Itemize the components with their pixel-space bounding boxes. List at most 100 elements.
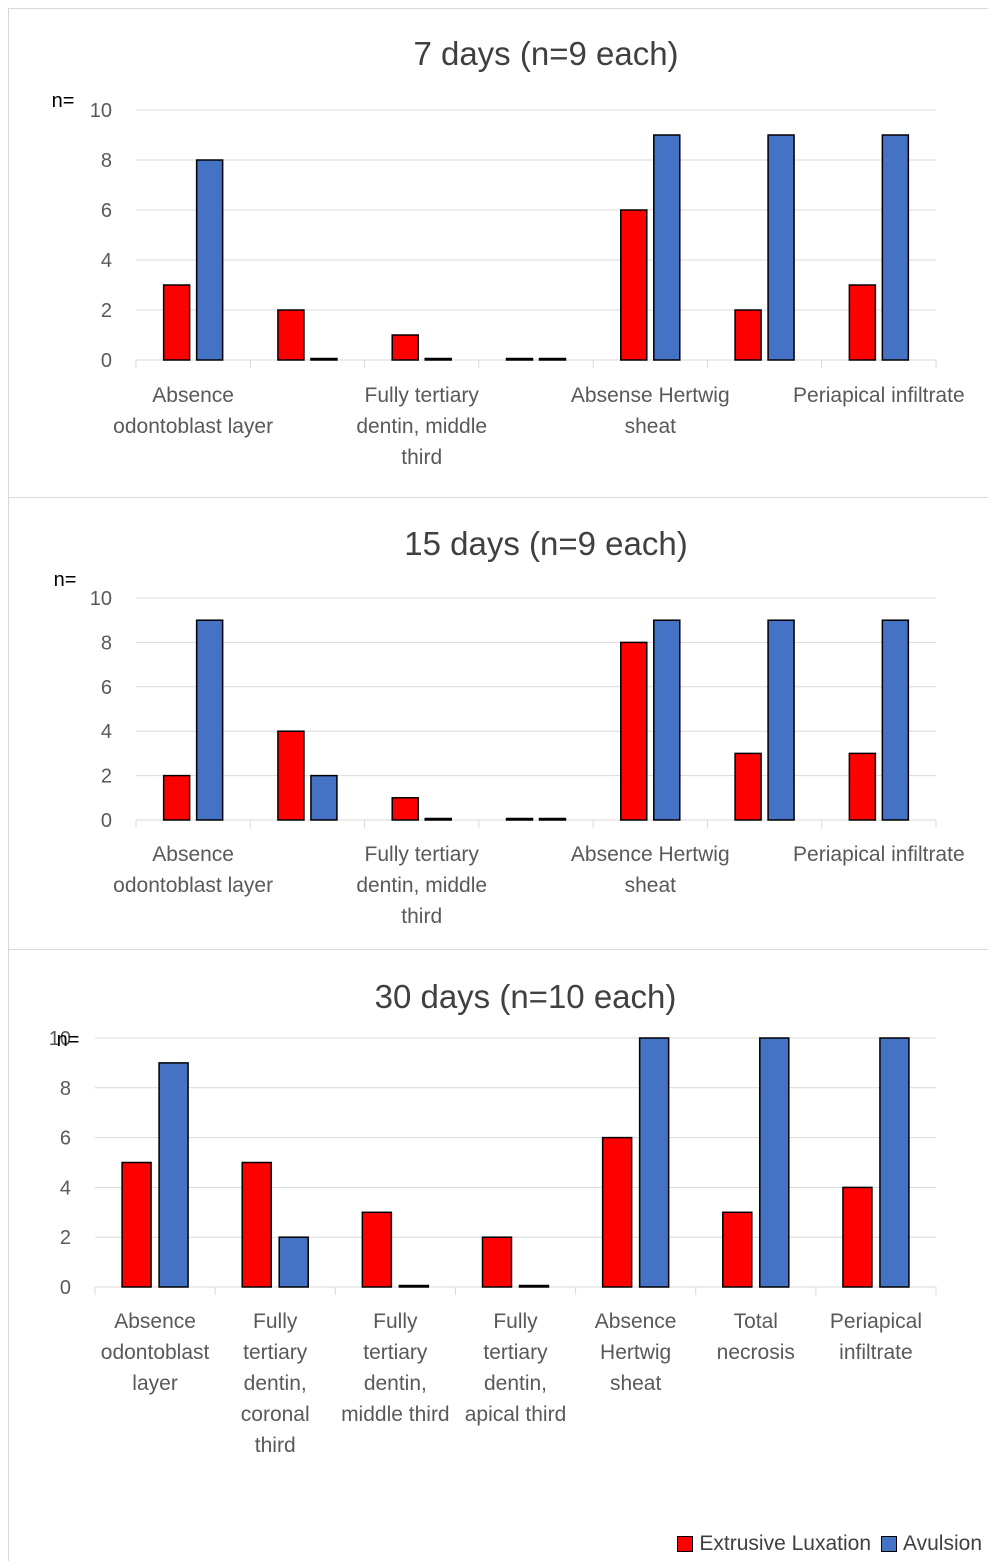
bar-avulsion xyxy=(424,357,452,361)
y-tick-label: 0 xyxy=(101,350,112,372)
y-tick-label: 6 xyxy=(101,677,112,699)
bar-avulsion xyxy=(310,774,338,821)
legend-label-extrusive: Extrusive Luxation xyxy=(699,1532,871,1555)
y-tick-label: 10 xyxy=(90,588,112,610)
chart-title: 30 days (n=10 each) xyxy=(375,978,677,1015)
bar-extrusive xyxy=(620,209,648,361)
x-category-label: Fully tertiary xyxy=(365,384,480,407)
y-axis-label: n= xyxy=(54,569,77,591)
bar-extrusive xyxy=(481,1236,513,1288)
x-category-label: dentin, xyxy=(364,1372,427,1395)
chart-title: 15 days (n=9 each) xyxy=(404,525,687,562)
y-tick-label: 2 xyxy=(60,1227,71,1249)
y-tick-label: 4 xyxy=(60,1177,71,1199)
bar-extrusive xyxy=(162,774,191,821)
bar-avulsion xyxy=(653,134,681,361)
x-category-label: Periapical infiltrate xyxy=(793,384,965,407)
bar-avulsion xyxy=(881,134,910,361)
legend-swatch-extrusive xyxy=(677,1536,694,1552)
x-category-label: third xyxy=(255,1434,296,1457)
legend-label-avulsion: Avulsion xyxy=(903,1532,982,1555)
y-axis-label: n= xyxy=(52,90,75,112)
legend-swatch-avulsion xyxy=(881,1536,897,1552)
bar-extrusive xyxy=(842,1186,873,1288)
bar-extrusive xyxy=(620,641,648,821)
bar-extrusive xyxy=(722,1211,753,1288)
bar-avulsion xyxy=(767,134,795,361)
bar-extrusive xyxy=(361,1211,393,1288)
bar-avulsion xyxy=(767,619,795,821)
bar-avulsion xyxy=(518,1284,550,1288)
x-category-label: Absence xyxy=(595,1310,677,1333)
x-category-label: Periapical infiltrate xyxy=(793,843,965,866)
bar-extrusive xyxy=(391,334,419,361)
legend-item-avulsion: Avulsion xyxy=(881,1532,982,1556)
bar-extrusive xyxy=(277,730,305,821)
bar-extrusive xyxy=(505,357,534,361)
x-category-label: odontoblast xyxy=(101,1341,210,1364)
x-category-label: layer xyxy=(132,1372,178,1395)
x-category-label: tertiary xyxy=(243,1341,308,1364)
x-category-label: Fully tertiary xyxy=(365,843,480,866)
bar-extrusive xyxy=(734,752,762,821)
x-category-label: dentin, xyxy=(484,1372,547,1395)
y-tick-label: 8 xyxy=(101,150,112,172)
x-category-label: dentin, middle xyxy=(356,415,487,438)
bar-extrusive xyxy=(391,797,419,821)
x-category-label: tertiary xyxy=(483,1341,548,1364)
x-category-label: Fully xyxy=(493,1310,538,1333)
x-category-label: Absence Hertwig xyxy=(571,843,730,866)
x-category-label: third xyxy=(401,446,442,469)
bar-avulsion xyxy=(195,619,224,821)
y-tick-label: 0 xyxy=(60,1277,71,1299)
bar-avulsion xyxy=(538,357,567,361)
chart-title: 7 days (n=9 each) xyxy=(413,35,678,72)
bar-extrusive xyxy=(277,309,305,361)
x-category-label: middle third xyxy=(341,1403,450,1426)
chart-panel-7-days xyxy=(8,8,988,498)
bar-extrusive xyxy=(848,752,877,821)
y-axis-label: n= xyxy=(57,1029,80,1051)
bar-extrusive xyxy=(734,309,762,361)
bar-avulsion xyxy=(195,159,224,361)
x-category-label: sheat xyxy=(610,1372,662,1395)
x-category-label: Fully xyxy=(373,1310,418,1333)
bar-extrusive xyxy=(601,1136,633,1288)
bar-extrusive xyxy=(162,284,191,361)
x-category-label: sheat xyxy=(625,415,677,438)
y-tick-label: 0 xyxy=(101,810,112,832)
x-category-label: sheat xyxy=(625,874,677,897)
x-category-label: necrosis xyxy=(717,1341,795,1364)
y-tick-label: 4 xyxy=(101,250,112,272)
bar-avulsion xyxy=(278,1236,309,1288)
bar-avulsion xyxy=(759,1037,790,1288)
bar-avulsion xyxy=(538,817,567,821)
bar-extrusive xyxy=(505,817,534,821)
y-tick-label: 6 xyxy=(60,1128,71,1150)
y-tick-label: 4 xyxy=(101,721,112,743)
bar-avulsion xyxy=(398,1284,430,1288)
bar-avulsion xyxy=(653,619,681,821)
y-tick-label: 10 xyxy=(49,1028,71,1050)
legend: Extrusive Luxation Avulsion xyxy=(667,1531,982,1557)
x-category-label: dentin, middle xyxy=(356,874,487,897)
chart-panel-15-days xyxy=(8,496,988,950)
x-category-label: Absence xyxy=(152,843,234,866)
y-tick-label: 6 xyxy=(101,200,112,222)
y-tick-label: 2 xyxy=(101,766,112,788)
x-category-label: Absense Hertwig xyxy=(571,384,730,407)
y-tick-label: 8 xyxy=(101,632,112,654)
y-tick-label: 8 xyxy=(60,1078,71,1100)
x-category-label: Absence xyxy=(114,1310,196,1333)
x-category-label: tertiary xyxy=(363,1341,428,1364)
x-category-label: Fully xyxy=(253,1310,298,1333)
bar-extrusive xyxy=(241,1161,272,1288)
x-category-label: odontoblast layer xyxy=(113,415,273,438)
x-category-label: coronal xyxy=(241,1403,310,1426)
x-category-label: Hertwig xyxy=(600,1341,671,1364)
x-category-label: dentin, xyxy=(244,1372,307,1395)
bar-extrusive xyxy=(848,284,877,361)
bar-avulsion xyxy=(879,1037,910,1288)
